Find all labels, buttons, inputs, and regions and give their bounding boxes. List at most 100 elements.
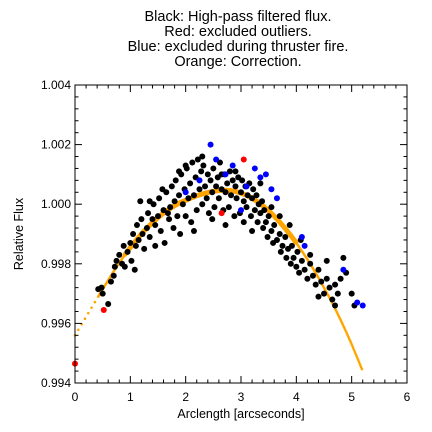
data-point bbox=[113, 257, 120, 264]
data-point bbox=[301, 242, 308, 249]
data-point bbox=[238, 189, 244, 196]
data-point bbox=[182, 162, 189, 169]
title-line-4: Orange: Correction. bbox=[174, 54, 301, 70]
y-tick-label: 0.994 bbox=[41, 376, 71, 390]
data-point bbox=[176, 192, 183, 199]
correction-dot bbox=[83, 317, 87, 321]
data-point bbox=[296, 269, 303, 276]
data-point bbox=[190, 192, 197, 199]
data-point bbox=[307, 251, 314, 258]
data-point bbox=[229, 162, 236, 169]
data-point bbox=[225, 204, 232, 211]
data-point bbox=[155, 213, 161, 220]
data-point bbox=[251, 207, 258, 214]
data-point bbox=[251, 165, 258, 172]
data-point bbox=[244, 192, 251, 199]
data-point bbox=[188, 219, 195, 226]
data-point bbox=[176, 168, 183, 175]
data-point bbox=[232, 168, 239, 175]
data-point bbox=[277, 248, 284, 255]
data-point bbox=[290, 254, 297, 261]
data-point bbox=[203, 195, 210, 202]
x-tick-label: 1 bbox=[127, 390, 134, 404]
data-point bbox=[124, 248, 131, 255]
data-point bbox=[337, 275, 344, 282]
data-point bbox=[159, 186, 166, 193]
data-point bbox=[189, 159, 196, 166]
data-point bbox=[202, 183, 209, 190]
x-tick-label: 6 bbox=[404, 390, 411, 404]
data-point bbox=[287, 260, 294, 267]
data-point bbox=[174, 213, 181, 220]
data-point bbox=[132, 242, 139, 249]
data-point bbox=[233, 195, 240, 202]
data-point bbox=[131, 266, 138, 273]
data-points bbox=[72, 141, 366, 367]
data-point bbox=[146, 198, 153, 205]
data-point bbox=[315, 266, 322, 273]
data-point bbox=[182, 189, 189, 196]
data-point bbox=[145, 210, 152, 217]
data-point bbox=[332, 281, 339, 288]
x-tick-label: 3 bbox=[238, 390, 245, 404]
data-point bbox=[130, 231, 137, 237]
data-point bbox=[240, 198, 247, 205]
data-point bbox=[264, 233, 271, 240]
data-point bbox=[257, 174, 264, 181]
data-point bbox=[121, 263, 128, 270]
data-point bbox=[170, 225, 177, 232]
data-point bbox=[210, 165, 217, 172]
correction-dot bbox=[93, 300, 97, 304]
y-tick-labels: 0.994 0.996 0.998 1.000 1.002 1.004 bbox=[41, 78, 71, 390]
data-point bbox=[250, 186, 257, 193]
data-point bbox=[105, 301, 112, 308]
data-point bbox=[207, 141, 214, 148]
data-point bbox=[307, 260, 314, 267]
data-point bbox=[99, 290, 106, 297]
data-point bbox=[253, 192, 260, 199]
data-point bbox=[326, 284, 333, 291]
data-point bbox=[312, 281, 319, 288]
data-point bbox=[262, 219, 269, 226]
data-point bbox=[149, 216, 156, 223]
data-point bbox=[238, 207, 244, 214]
data-point bbox=[228, 192, 235, 199]
data-point bbox=[298, 257, 305, 264]
data-point bbox=[196, 186, 203, 193]
data-point bbox=[224, 180, 231, 187]
data-point bbox=[193, 207, 200, 214]
data-point bbox=[209, 216, 216, 223]
data-point bbox=[232, 183, 239, 190]
data-point bbox=[116, 251, 123, 258]
data-point bbox=[177, 231, 184, 237]
data-point bbox=[294, 248, 301, 255]
data-point bbox=[156, 195, 163, 202]
data-point bbox=[301, 266, 308, 273]
data-point bbox=[190, 228, 197, 235]
data-point bbox=[262, 171, 269, 178]
y-axis-label: Relative Flux bbox=[12, 197, 26, 270]
data-point bbox=[160, 207, 167, 214]
data-point bbox=[137, 198, 144, 205]
data-point bbox=[135, 236, 142, 243]
data-point bbox=[243, 204, 250, 211]
data-point bbox=[222, 222, 229, 229]
data-point bbox=[205, 210, 212, 217]
x-tick-label: 5 bbox=[348, 390, 355, 404]
data-point bbox=[168, 183, 175, 190]
data-point bbox=[139, 231, 146, 237]
data-point bbox=[152, 242, 159, 249]
data-point bbox=[332, 302, 339, 309]
data-point bbox=[133, 222, 140, 229]
data-point bbox=[166, 216, 173, 223]
data-point bbox=[141, 245, 148, 252]
x-tick-label: 0 bbox=[72, 390, 79, 404]
data-point bbox=[348, 290, 355, 297]
y-tick-label: 1.004 bbox=[41, 78, 71, 92]
data-point bbox=[271, 222, 278, 229]
data-point bbox=[199, 201, 206, 208]
data-point bbox=[340, 254, 347, 261]
data-point bbox=[286, 222, 293, 229]
data-point bbox=[157, 228, 164, 235]
data-point bbox=[98, 284, 105, 291]
